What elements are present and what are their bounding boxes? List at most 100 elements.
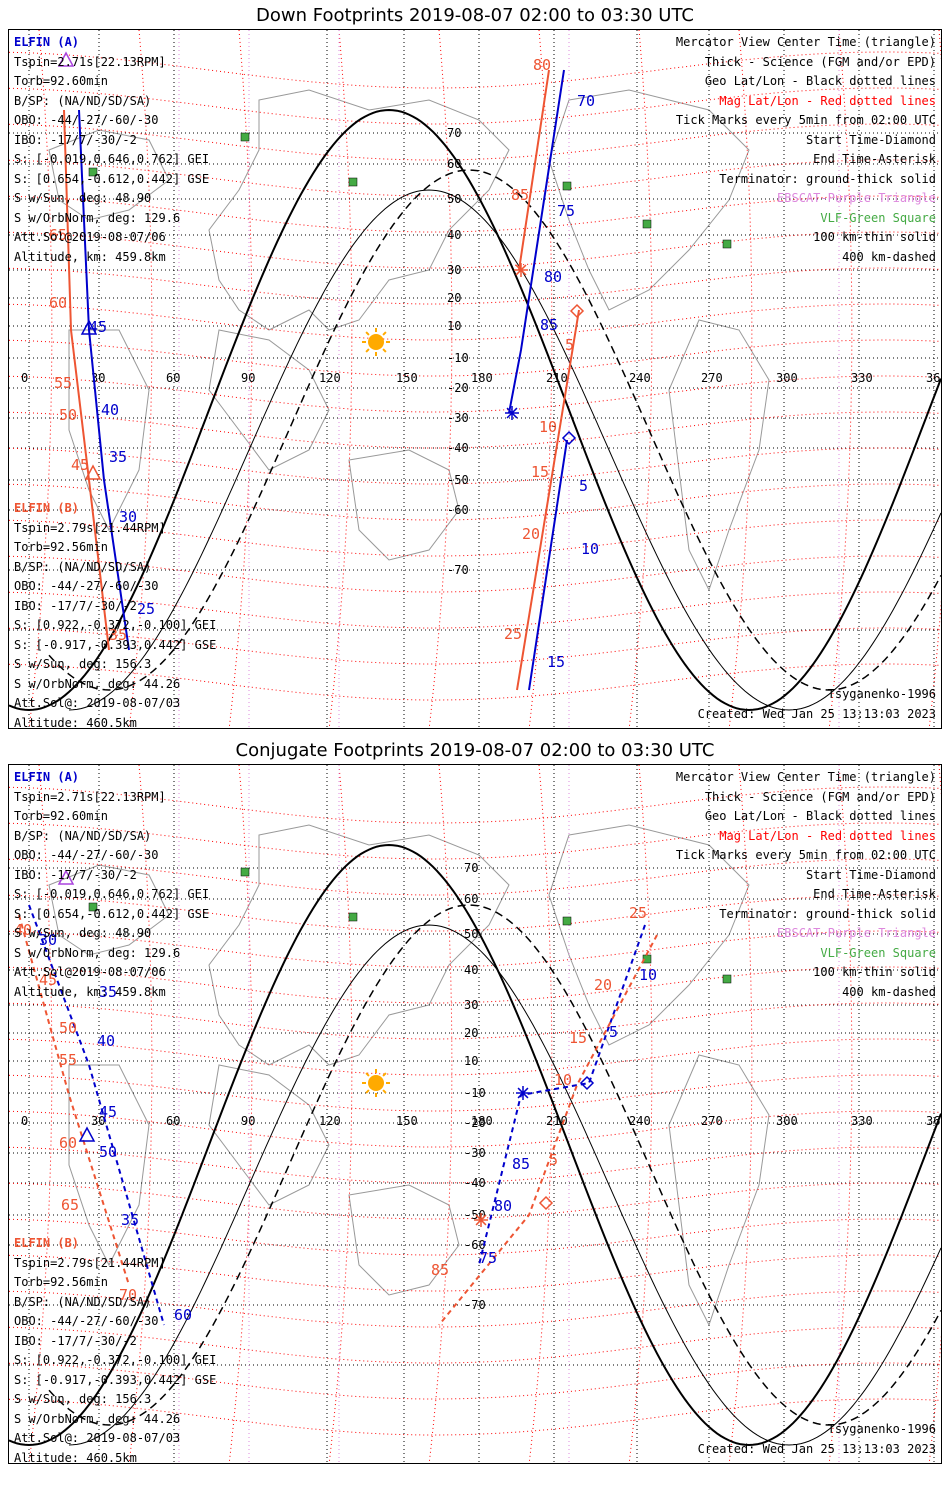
coastline-shape <box>348 1184 460 1296</box>
latitude-label: 10 <box>447 319 461 333</box>
latitude-label: 70 <box>464 861 478 875</box>
track-tick-label: 85 <box>431 1261 449 1279</box>
elfin-b-track-west <box>18 914 130 1286</box>
elfin-b-track-south <box>516 309 580 691</box>
track-tick-label: 5 <box>609 1023 618 1041</box>
longitude-label: 180 <box>471 1114 493 1128</box>
track-tick-label: 35 <box>99 983 117 1001</box>
track-tick-label: 10 <box>581 540 599 558</box>
elfin-b-info-line: Tspin=2.79s[21.44RPM] <box>14 1255 166 1270</box>
track-tick-label: 40 <box>97 1032 115 1050</box>
mag-parallel <box>9 930 941 968</box>
latitude-label: -10 <box>464 1086 486 1100</box>
footprint-100km-line <box>68 189 941 711</box>
coastline-shape <box>208 824 510 1066</box>
track-tick-label: 5 <box>549 1151 558 1169</box>
track-tick-label: 40 <box>101 401 119 419</box>
track-tick-label: 75 <box>557 202 575 220</box>
coastline-shape <box>48 129 170 221</box>
longitude-label: 270 <box>701 371 723 385</box>
longitude-label: 270 <box>701 1114 723 1128</box>
latitude-label: -30 <box>447 411 469 425</box>
track-tick-label: 45 <box>71 456 89 474</box>
mag-parallel <box>9 894 941 932</box>
model-name: Tsyganenko-1996 <box>827 1422 936 1436</box>
track-tick-label: 35 <box>109 626 127 644</box>
elfin-b-info-line: Torb=92.56min <box>14 540 108 554</box>
track-tick-label: 80 <box>544 268 562 286</box>
mag-parallel <box>9 87 941 125</box>
legend-entry: Thick - Science (FGM and/or EPD) <box>704 789 936 804</box>
track-tick-label: 55 <box>59 1051 77 1069</box>
elfin-a-info-line: B/SP: (NA/ND/SD/SA) <box>14 93 152 108</box>
track-tick-label: 5 <box>579 477 588 495</box>
mag-parallel <box>9 1146 941 1184</box>
mag-parallel <box>9 447 941 485</box>
latitude-label: 30 <box>464 998 478 1012</box>
vlf-station-square <box>240 867 250 877</box>
elfin-b-info-line: Torb=92.56min <box>14 1275 108 1289</box>
elfin-b-info-line: Altitude: 460.5km <box>14 715 137 729</box>
ebscat-lines <box>178 30 840 728</box>
track-tick-label: 25 <box>504 625 522 643</box>
mag-parallel <box>9 663 941 701</box>
map-canvas: 0306090120150180210240270300330360706050… <box>9 765 941 1463</box>
coastline-shape <box>208 1064 330 1206</box>
mag-meridian <box>428 765 453 1463</box>
track-tick-label: 45 <box>99 1103 117 1121</box>
elfin-a-info-line: Torb=92.60min <box>14 809 108 823</box>
latitude-label: -10 <box>447 351 469 365</box>
coastline-shape <box>348 449 460 561</box>
sun-disk <box>368 334 384 350</box>
latitude-label: 20 <box>464 1026 478 1040</box>
legend-entry: Tick Marks every 5min from 02:00 UTC <box>675 848 936 862</box>
legend-entry: Start Time-Diamond <box>805 132 936 147</box>
asterisk-stroke <box>475 1214 487 1226</box>
coastline-shape <box>48 864 170 956</box>
elfin-a-info-line: Tspin=2.71s[22.13RPM] <box>14 54 166 69</box>
end-asterisk <box>505 406 519 420</box>
panel-title-down: Down Footprints 2019-08-07 02:00 to 03:3… <box>256 5 694 26</box>
mag-parallel <box>9 1326 941 1364</box>
elfin-b-info-line: S: [0.922,-0.372,-0.100] GEI <box>14 1353 217 1367</box>
latitude-label: -60 <box>464 1238 486 1252</box>
coastline-shape <box>668 1054 770 1327</box>
mag-parallel <box>9 375 941 413</box>
elfin-b-track-east <box>438 934 658 1326</box>
track-tick-label: 80 <box>494 1197 512 1215</box>
elfin-b-info-line: S w/OrbNorm, deg: 44.26 <box>14 1411 181 1426</box>
coastline-shape <box>68 1064 150 1267</box>
track-tick-label: 15 <box>531 463 549 481</box>
mag-parallel <box>9 519 941 557</box>
sun-ray <box>382 1072 387 1077</box>
latitude-label: 40 <box>447 228 461 242</box>
latitude-label: -30 <box>464 1146 486 1160</box>
mag-grid <box>9 765 941 1463</box>
model-name: Tsyganenko-1996 <box>827 687 936 701</box>
legend-entry: Mag Lat/Lon - Red dotted lines <box>719 828 936 843</box>
legend-entry: End Time-Asterisk <box>813 887 936 901</box>
elfin-a-info-line: S w/OrbNorm, deg: 129.6 <box>14 210 181 225</box>
legend-entry: 400 km-dashed <box>842 984 936 999</box>
elfin-a-info-line: S: [-0.019,0.646,0.762] GEI <box>14 887 210 901</box>
track-tick-label: 20 <box>522 525 540 543</box>
mag-parallel <box>9 786 941 824</box>
sun-icon <box>362 328 390 356</box>
geo-grid <box>9 30 941 728</box>
sun-disk <box>368 1075 384 1091</box>
footprint-400km-line <box>48 169 941 691</box>
mag-parallel <box>9 51 941 89</box>
footprint-400km-line <box>48 904 941 1426</box>
legend-entry: EBSCAT-Purple Triangle <box>777 926 936 940</box>
track-tick-label: 65 <box>61 1196 79 1214</box>
mag-parallel <box>9 1398 941 1436</box>
legend-entry: 100 km-thin solid <box>813 230 936 244</box>
elfin-a-info-line: S w/Sun, deg: 48.90 <box>14 926 152 940</box>
latitude-label: 10 <box>464 1054 478 1068</box>
track-tick-label: 5 <box>565 336 574 354</box>
mag-parallel <box>9 339 941 377</box>
elfin-b-info-line: S w/Sun, deg: 156.3 <box>14 1392 152 1406</box>
track-tick-label: 60 <box>59 1134 77 1152</box>
terminator-line <box>9 108 941 712</box>
mag-parallel <box>9 159 941 197</box>
